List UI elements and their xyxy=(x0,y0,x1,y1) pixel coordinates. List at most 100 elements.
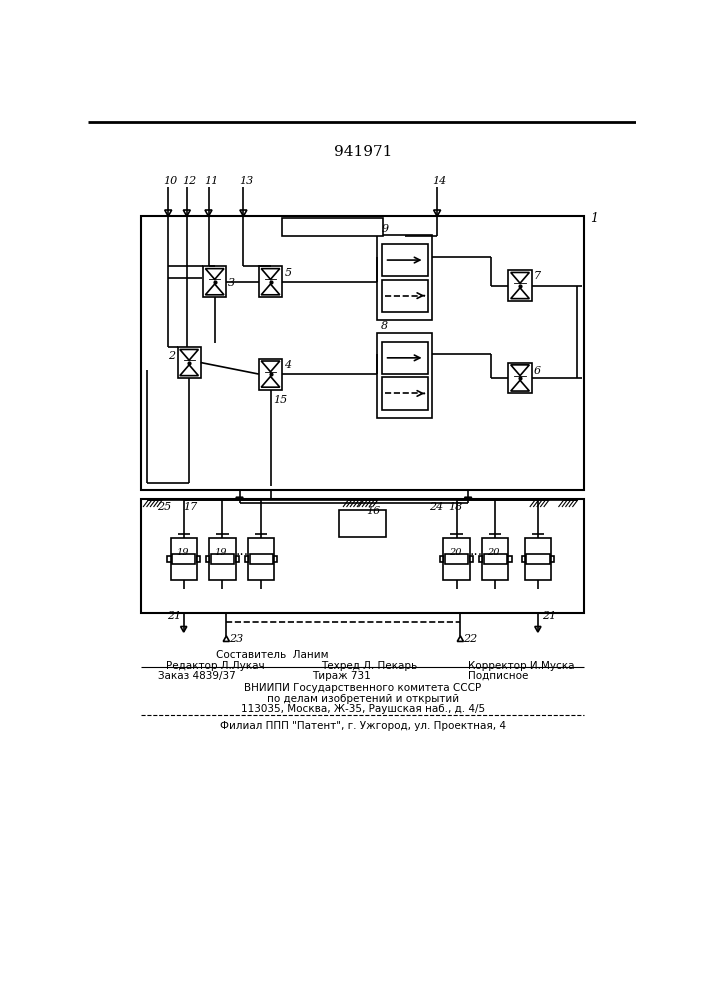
Bar xyxy=(526,554,549,564)
Polygon shape xyxy=(267,499,274,505)
Text: Составитель  Ланим: Составитель Ланим xyxy=(216,650,329,660)
Polygon shape xyxy=(534,627,541,632)
Text: 10: 10 xyxy=(163,176,177,186)
Bar xyxy=(203,266,226,297)
Bar xyxy=(235,556,239,562)
Polygon shape xyxy=(180,349,199,360)
Polygon shape xyxy=(223,636,230,641)
Bar xyxy=(170,538,197,580)
Bar xyxy=(141,216,585,490)
Text: 8: 8 xyxy=(381,321,388,331)
Text: Заказ 4839/37: Заказ 4839/37 xyxy=(158,671,236,681)
Bar xyxy=(382,377,428,410)
Text: 24: 24 xyxy=(428,502,443,512)
Polygon shape xyxy=(205,210,212,216)
Bar xyxy=(443,538,469,580)
Bar xyxy=(259,359,282,389)
Text: 5: 5 xyxy=(284,268,291,278)
Bar xyxy=(382,244,428,276)
Text: Подписное: Подписное xyxy=(468,671,529,681)
Text: по делам изобретений и открытий: по делам изобретений и открытий xyxy=(267,694,459,704)
Text: Техред Л. Пекарь: Техред Л. Пекарь xyxy=(321,661,417,671)
Text: 15: 15 xyxy=(273,395,287,405)
Bar xyxy=(382,342,428,374)
Polygon shape xyxy=(510,380,530,391)
Bar xyxy=(168,556,170,562)
Text: 21: 21 xyxy=(167,611,181,621)
Text: 23: 23 xyxy=(228,634,243,644)
Text: 25: 25 xyxy=(156,502,171,512)
Bar xyxy=(141,499,585,613)
Bar xyxy=(206,556,209,562)
Text: 7: 7 xyxy=(534,271,541,281)
Polygon shape xyxy=(261,284,280,295)
Bar xyxy=(209,538,235,580)
Bar xyxy=(211,554,234,564)
Bar xyxy=(245,556,248,562)
Text: ...: ... xyxy=(235,544,248,558)
Text: 12: 12 xyxy=(182,176,197,186)
Bar xyxy=(508,556,512,562)
Text: Тираж 731: Тираж 731 xyxy=(312,671,370,681)
Bar xyxy=(177,347,201,378)
Bar xyxy=(197,556,200,562)
Bar xyxy=(551,556,554,562)
Text: 20: 20 xyxy=(449,548,461,557)
Polygon shape xyxy=(206,284,224,295)
Text: 18: 18 xyxy=(448,502,462,512)
Text: ВНИИПИ Государственного комитета СССР: ВНИИПИ Государственного комитета СССР xyxy=(244,683,481,693)
Polygon shape xyxy=(183,210,190,216)
Text: 13: 13 xyxy=(239,176,253,186)
Bar xyxy=(378,333,432,418)
Bar xyxy=(274,556,277,562)
Text: 21: 21 xyxy=(542,611,556,621)
Polygon shape xyxy=(510,288,530,299)
Text: 113035, Москва, Ж-35, Раушская наб., д. 4/5: 113035, Москва, Ж-35, Раушская наб., д. … xyxy=(240,704,485,714)
Bar xyxy=(250,554,273,564)
Text: 6: 6 xyxy=(534,366,541,376)
Polygon shape xyxy=(433,210,440,216)
Text: 22: 22 xyxy=(462,634,477,644)
Polygon shape xyxy=(240,210,247,216)
Text: Редактор Л.Лукач: Редактор Л.Лукач xyxy=(166,661,264,671)
Polygon shape xyxy=(261,361,280,372)
Text: 19: 19 xyxy=(215,548,227,557)
Text: ...: ... xyxy=(469,544,482,558)
Text: 14: 14 xyxy=(433,176,447,186)
Text: 19: 19 xyxy=(176,548,189,557)
Bar xyxy=(484,554,507,564)
Bar xyxy=(445,554,468,564)
Text: 20: 20 xyxy=(488,548,500,557)
Polygon shape xyxy=(510,365,530,376)
Bar xyxy=(508,270,532,301)
Polygon shape xyxy=(180,627,187,632)
Bar xyxy=(259,266,282,297)
Bar xyxy=(479,556,482,562)
Text: 17: 17 xyxy=(184,502,198,512)
Text: 3: 3 xyxy=(228,278,235,288)
Text: Филиал ППП "Патент", г. Ужгород, ул. Проектная, 4: Филиал ППП "Патент", г. Ужгород, ул. Про… xyxy=(220,721,506,731)
Polygon shape xyxy=(180,365,199,376)
Bar xyxy=(440,556,443,562)
Bar xyxy=(248,538,274,580)
Text: 1: 1 xyxy=(590,212,599,225)
Polygon shape xyxy=(206,269,224,279)
Polygon shape xyxy=(510,272,530,283)
Bar xyxy=(339,510,386,537)
Text: 16: 16 xyxy=(367,506,381,516)
Polygon shape xyxy=(457,636,464,641)
Bar xyxy=(282,218,383,235)
Polygon shape xyxy=(236,497,243,503)
Polygon shape xyxy=(165,210,172,216)
Bar xyxy=(172,554,195,564)
Polygon shape xyxy=(261,269,280,279)
Polygon shape xyxy=(464,497,472,503)
Bar xyxy=(382,280,428,312)
Bar xyxy=(522,556,525,562)
Text: 9: 9 xyxy=(381,224,388,234)
Text: 4: 4 xyxy=(284,360,291,370)
Text: Корректор И.Муска: Корректор И.Муска xyxy=(468,661,575,671)
Bar xyxy=(525,538,551,580)
Text: 11: 11 xyxy=(204,176,218,186)
Bar xyxy=(469,556,473,562)
